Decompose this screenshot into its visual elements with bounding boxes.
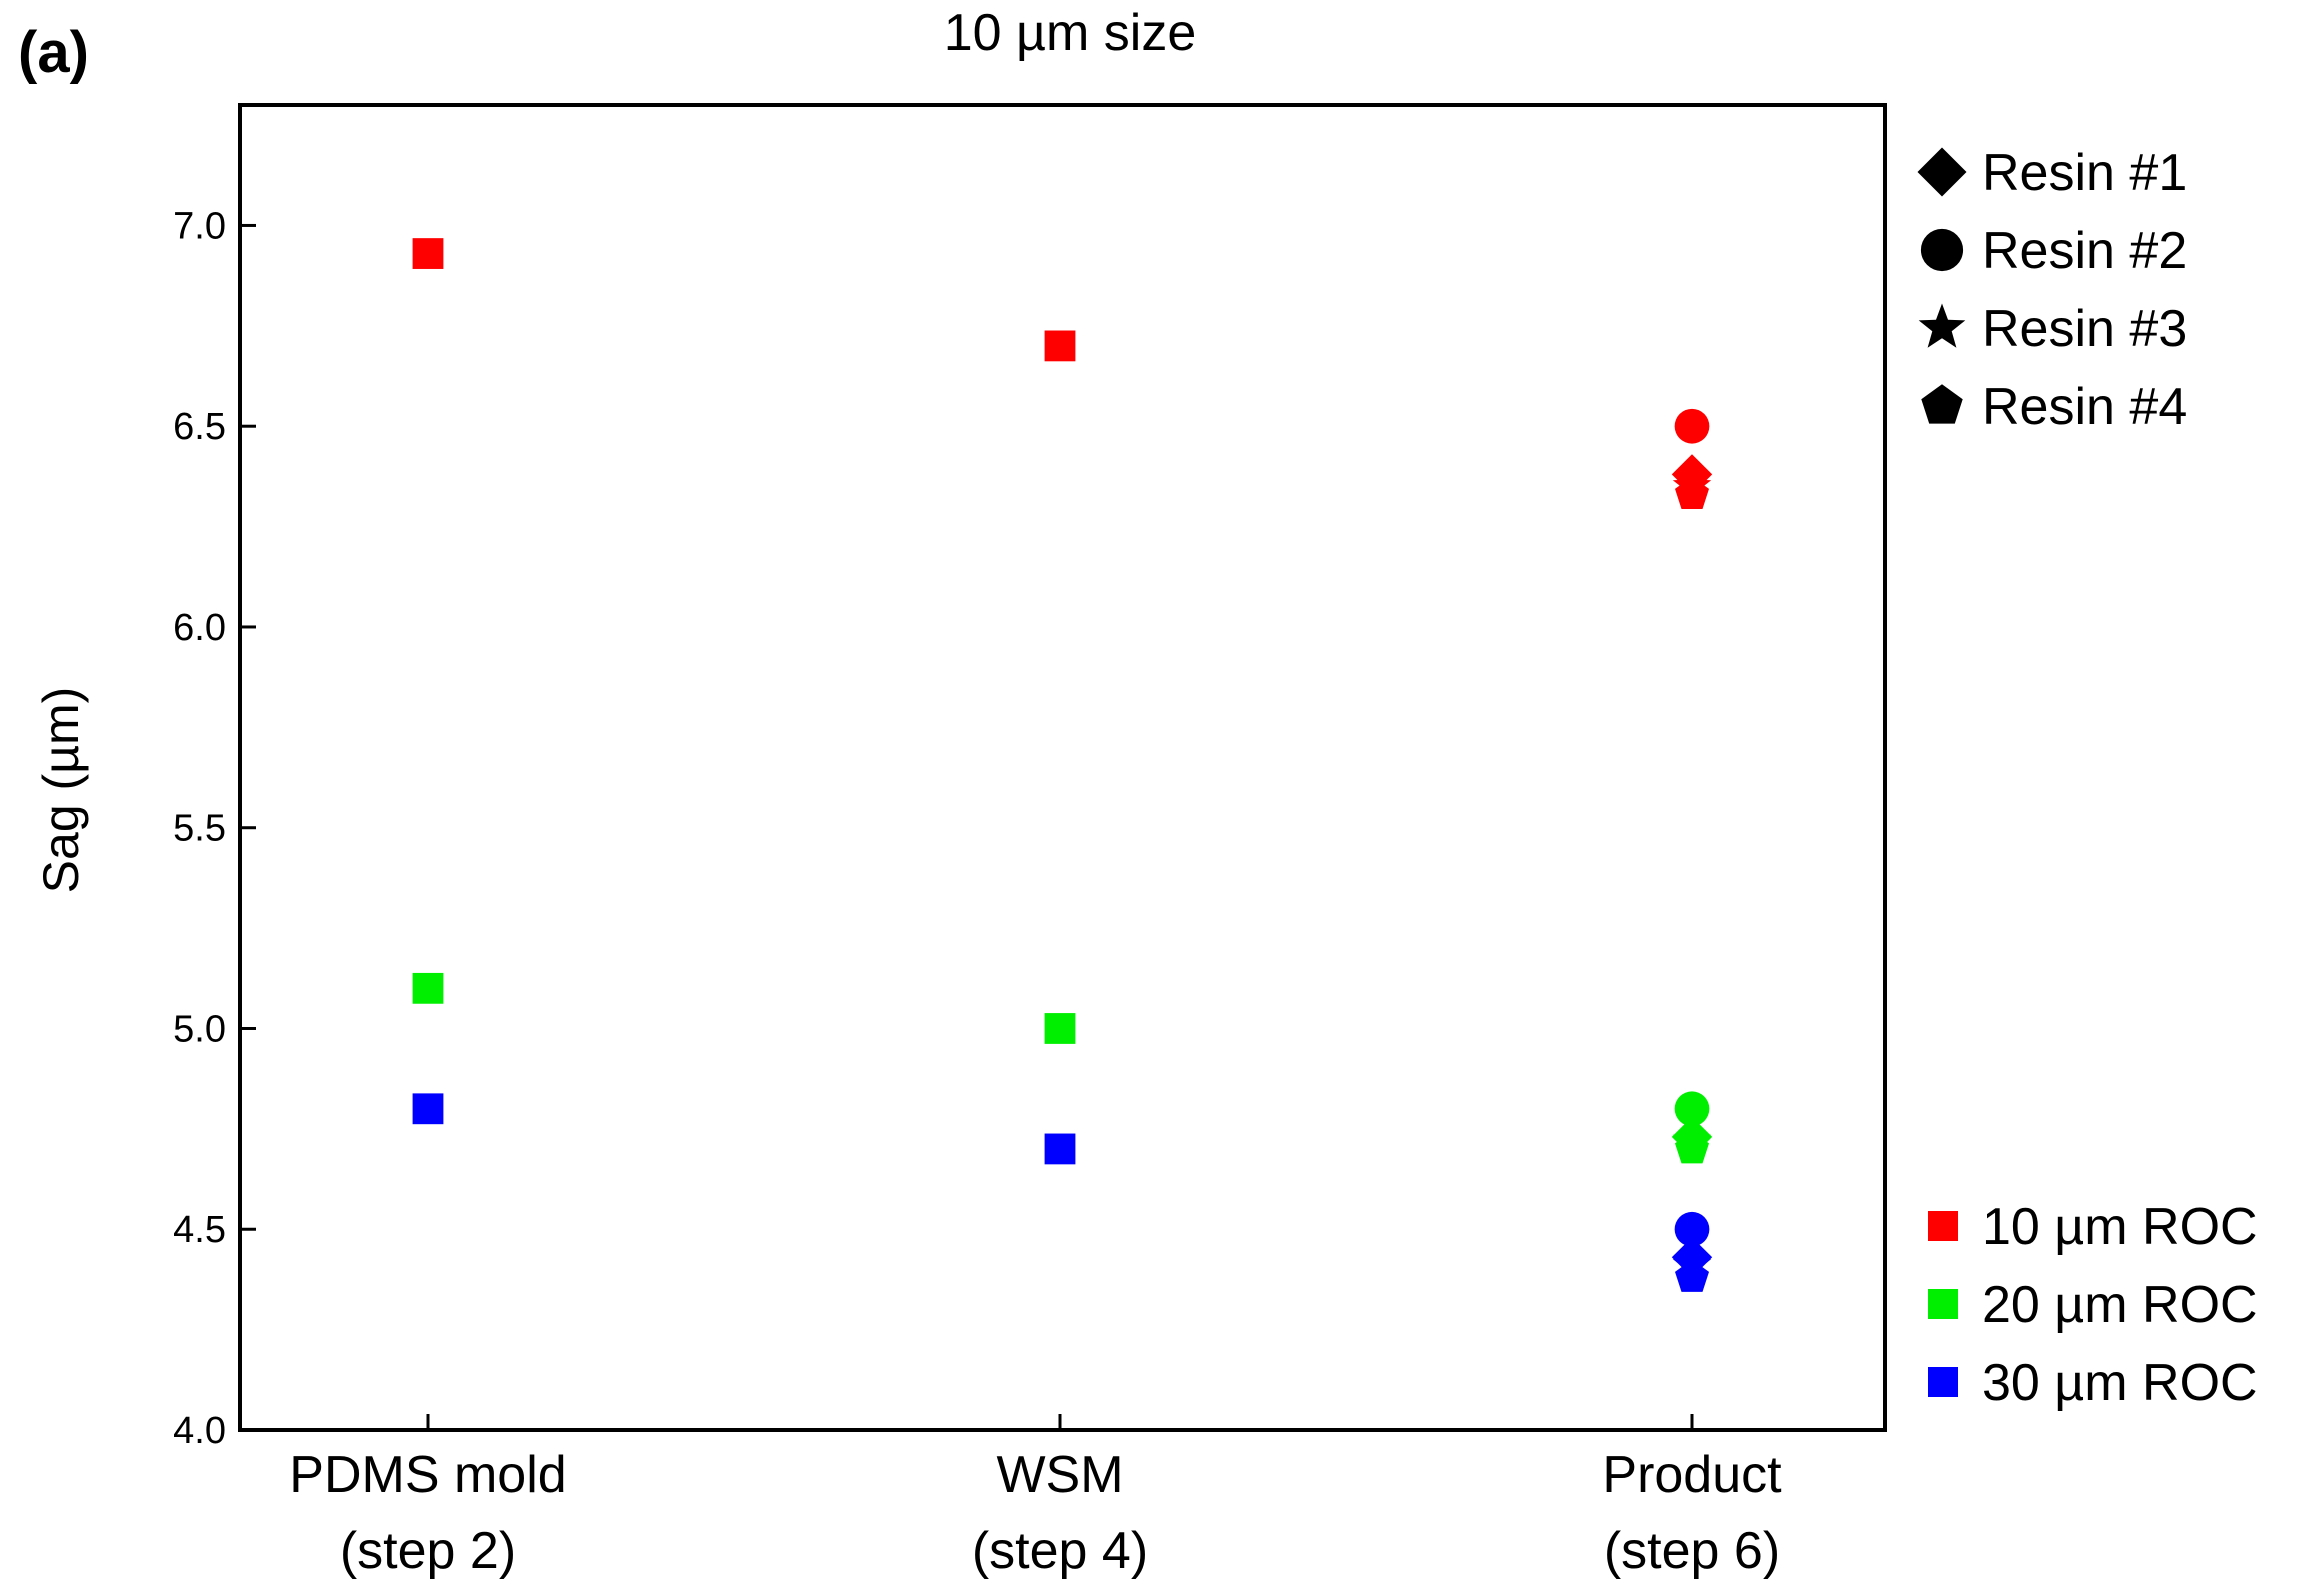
x-tick-sublabel: (step 2): [340, 1522, 516, 1580]
legend-pentagon-icon: [1921, 384, 1963, 424]
legend-diamond-icon: [1917, 147, 1967, 197]
legend-color-swatch: [1928, 1211, 1958, 1241]
y-tick-label: 7.0: [173, 205, 226, 247]
data-point-square: [1044, 1013, 1076, 1044]
y-tick-label: 5.0: [173, 1008, 226, 1050]
legend-circle-icon: [1920, 228, 1964, 272]
plot-frame: [238, 103, 1887, 1432]
shape-legend: Resin #1 Resin #2 Resin #3 Resin #4: [1917, 144, 2187, 436]
color-legend: 10 µm ROC 20 µm ROC 30 µm ROC: [1928, 1198, 2258, 1412]
data-point-circle: [1674, 1211, 1710, 1247]
y-axis-label: Sag (µm): [33, 687, 89, 894]
x-tick-sublabel: (step 6): [1604, 1522, 1780, 1580]
x-tick-sublabel: (step 4): [972, 1522, 1148, 1580]
data-point-diamond: [1671, 454, 1713, 495]
y-tick-label: 4.5: [173, 1209, 226, 1251]
data-points: [412, 238, 1713, 1292]
x-tick-label: Product: [1602, 1446, 1782, 1504]
legend-label: 10 µm ROC: [1982, 1198, 2258, 1256]
data-point-circle: [1674, 1091, 1710, 1127]
legend-color-swatch: [1928, 1367, 1958, 1397]
legend-label: Resin #3: [1982, 300, 2187, 358]
x-axis: PDMS mold (step 2) WSM (step 4) Product (step…: [289, 1414, 1782, 1580]
data-point-square: [412, 1093, 444, 1125]
legend-label: Resin #2: [1982, 222, 2187, 280]
y-tick-label: 4.0: [173, 1410, 226, 1452]
x-tick-label: WSM: [996, 1446, 1123, 1504]
data-point-square: [1044, 1133, 1076, 1165]
data-point-square: [412, 238, 444, 269]
y-tick-label: 6.5: [173, 406, 226, 448]
chart-title: 10 µm size: [944, 4, 1196, 62]
legend-star-icon: [1918, 303, 1966, 348]
legend-label: 20 µm ROC: [1982, 1276, 2258, 1334]
data-point-diamond: [1671, 1237, 1713, 1278]
x-tick-label: PDMS mold: [289, 1446, 566, 1504]
y-tick-label: 6.0: [173, 607, 226, 649]
panel-label: (a): [18, 20, 89, 85]
data-point-square: [1044, 330, 1076, 362]
legend-color-swatch: [1928, 1289, 1958, 1319]
y-tick-label: 5.5: [173, 808, 226, 850]
legend-label: Resin #4: [1982, 378, 2187, 436]
data-point-square: [412, 972, 444, 1004]
legend-label: Resin #1: [1982, 144, 2187, 202]
y-axis: 4.0 4.5 5.0 5.5 6.0 6.5 7.0: [173, 205, 256, 1452]
data-point-circle: [1674, 408, 1710, 444]
data-point-diamond: [1671, 1116, 1713, 1158]
legend-label: 30 µm ROC: [1982, 1354, 2258, 1412]
